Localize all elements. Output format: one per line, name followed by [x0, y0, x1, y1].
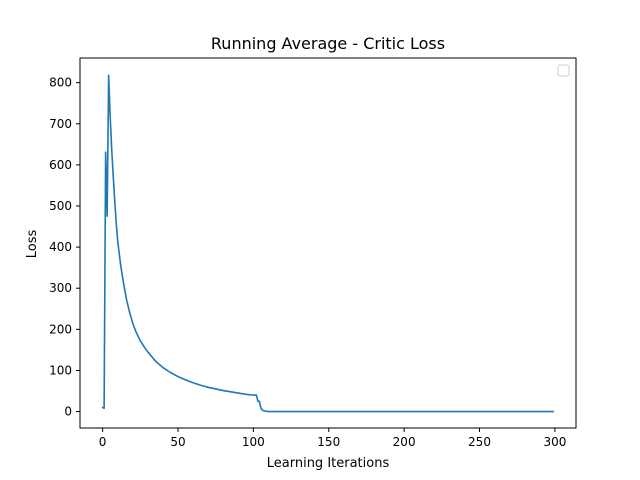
x-tick-label: 0 [99, 435, 107, 449]
x-tick-label: 250 [468, 435, 491, 449]
y-tick-label: 0 [64, 405, 72, 419]
y-tick-label: 500 [49, 199, 72, 213]
series-line-0 [101, 74, 555, 413]
ticks-layer: 0 50 100 150 200 250 300 0 100 200 300 400 500 600 700… [49, 76, 566, 449]
y-tick-label: 800 [49, 76, 72, 90]
x-axis-label: Learning Iterations [267, 456, 390, 471]
y-tick-label: 400 [49, 240, 72, 254]
plot-area [101, 74, 555, 413]
x-tick-label: 150 [317, 435, 340, 449]
plot-frame [79, 57, 577, 429]
legend-box [557, 64, 570, 77]
y-tick-label: 100 [49, 363, 72, 377]
x-tick-label: 50 [170, 435, 185, 449]
chart-title: Running Average - Critic Loss [211, 34, 445, 53]
x-tick-label: 100 [242, 435, 265, 449]
y-tick-label: 600 [49, 158, 72, 172]
y-tick-label: 200 [49, 322, 72, 336]
y-axis-label: Loss [25, 230, 40, 259]
y-tick-label: 300 [49, 281, 72, 295]
x-tick-label: 300 [543, 435, 566, 449]
y-tick-label: 700 [49, 117, 72, 131]
x-tick-label: 200 [393, 435, 416, 449]
